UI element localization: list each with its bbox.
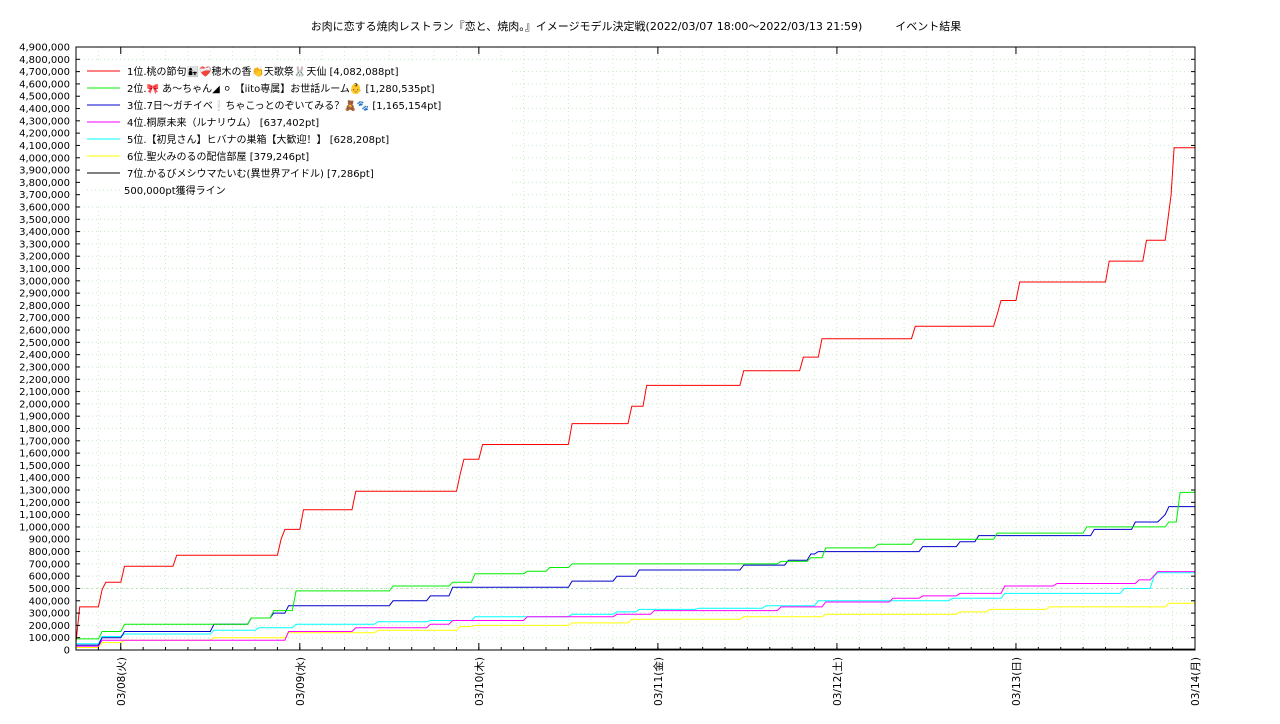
- y-tick-label: 1,000,000: [19, 522, 70, 533]
- y-tick-label: 3,700,000: [19, 190, 70, 201]
- x-tick-label: 03/13(日): [1011, 657, 1023, 706]
- y-tick-label: 2,300,000: [19, 362, 70, 373]
- y-tick-label: 300,000: [29, 609, 70, 620]
- y-tick-label: 4,300,000: [19, 116, 70, 127]
- y-tick-label: 3,900,000: [19, 166, 70, 177]
- y-tick-label: 2,400,000: [19, 350, 70, 361]
- y-tick-label: 200,000: [29, 621, 70, 632]
- legend-label: 7位.かるびメシウマたいむ(異世界アイドル) [7,286pt]: [127, 167, 374, 180]
- series-line: [76, 571, 1195, 647]
- y-tick-label: 4,400,000: [19, 104, 70, 115]
- plot-frame: [75, 46, 1196, 651]
- legend-label: 6位.聖火みのるの配信部屋 [379,246pt]: [127, 150, 309, 163]
- y-tick-label: 4,700,000: [19, 67, 70, 78]
- y-tick-label: 0: [64, 646, 70, 657]
- y-tick-label: 1,600,000: [19, 449, 70, 460]
- legend: 1位.桃の節句👩‍👧❤️‍🩹穂木の香👏天歌祭🐰天仙 [4,082,088pt] 2…: [80, 60, 510, 205]
- y-tick-label: 1,400,000: [19, 473, 70, 484]
- y-tick-label: 2,500,000: [19, 338, 70, 349]
- series-line: [76, 572, 1195, 645]
- x-tick-label: 03/11(金): [652, 657, 665, 706]
- y-tick-label: 400,000: [29, 596, 70, 607]
- x-tick-label: 03/08(火): [116, 657, 128, 706]
- y-tick-label: 600,000: [29, 572, 70, 583]
- y-tick-label: 1,500,000: [19, 461, 70, 472]
- series-line: [75, 147, 1195, 643]
- y-tick-label: 2,200,000: [19, 375, 70, 386]
- y-tick-label: 1,200,000: [19, 498, 70, 509]
- y-tick-label: 800,000: [29, 547, 70, 558]
- y-tick-label: 2,100,000: [19, 387, 70, 398]
- legend-label: 500,000pt獲得ライン: [124, 184, 226, 197]
- chart-title: お肉に恋する焼肉レストラン『恋と、焼肉。』イメージモデル決定戦(2022/03/…: [311, 19, 962, 33]
- y-tick-label: 700,000: [29, 559, 70, 570]
- y-tick-label: 3,600,000: [19, 202, 70, 213]
- y-tick-label: 4,100,000: [19, 141, 70, 152]
- y-tick-label: 4,200,000: [19, 129, 70, 140]
- legend-label: 3位.7日〜ガチイベ❕ちゃこっとのぞいてみる？🧸🐾 [1,165,154pt]: [127, 99, 441, 112]
- y-tick-label: 2,600,000: [19, 326, 70, 337]
- legend-label: 1位.桃の節句👩‍👧❤️‍🩹穂木の香👏天歌祭🐰天仙 [4,082,088pt]: [127, 65, 399, 78]
- y-tick-label: 3,500,000: [19, 215, 70, 226]
- y-tick-label: 4,900,000: [19, 43, 70, 54]
- legend-label: 2位.🎀 あ〜ちゃん◢ ⚪ 【iito専属】お世話ルーム👶 [1,280,535…: [127, 82, 435, 95]
- y-tick-label: 3,400,000: [19, 227, 70, 238]
- y-tick-label: 4,000,000: [19, 153, 70, 164]
- y-tick-label: 3,300,000: [19, 239, 70, 250]
- x-tick-label: 03/09(水): [295, 657, 307, 706]
- series-line: [76, 602, 1195, 648]
- y-tick-label: 100,000: [29, 633, 70, 644]
- y-tick-label: 2,700,000: [19, 313, 70, 324]
- y-tick-label: 1,100,000: [19, 510, 70, 521]
- x-tick-label: 03/10(木): [474, 657, 486, 706]
- x-tick-label: 03/12(土): [831, 657, 844, 706]
- y-tick-label: 3,100,000: [19, 264, 70, 275]
- y-tick-label: 3,800,000: [19, 178, 70, 189]
- x-tick-label: 03/14(月): [1190, 657, 1202, 706]
- y-tick-label: 4,500,000: [19, 92, 70, 103]
- y-tick-label: 2,000,000: [19, 399, 70, 410]
- legend-box: [80, 60, 510, 205]
- y-tick-label: 1,800,000: [19, 424, 70, 435]
- y-tick-label: 3,000,000: [19, 276, 70, 287]
- legend-label: 5位.【初見さん】ヒバナの巣箱【大歓迎！】 [628,208pt]: [127, 133, 389, 146]
- y-tick-label: 4,800,000: [19, 55, 70, 66]
- y-tick-label: 4,600,000: [19, 79, 70, 90]
- y-tick-label: 3,200,000: [19, 252, 70, 263]
- y-tick-label: 1,300,000: [19, 486, 70, 497]
- y-tick-label: 1,900,000: [19, 412, 70, 423]
- y-tick-label: 2,800,000: [19, 301, 70, 312]
- series-line: [76, 491, 1195, 640]
- y-tick-label: 1,700,000: [19, 436, 70, 447]
- y-tick-label: 900,000: [29, 535, 70, 546]
- legend-label: 4位.桐原未来（ルナリウム） [637,402pt]: [127, 116, 319, 129]
- y-tick-label: 2,900,000: [19, 289, 70, 300]
- series-layer: [75, 147, 1195, 651]
- y-tick-label: 500,000: [29, 584, 70, 595]
